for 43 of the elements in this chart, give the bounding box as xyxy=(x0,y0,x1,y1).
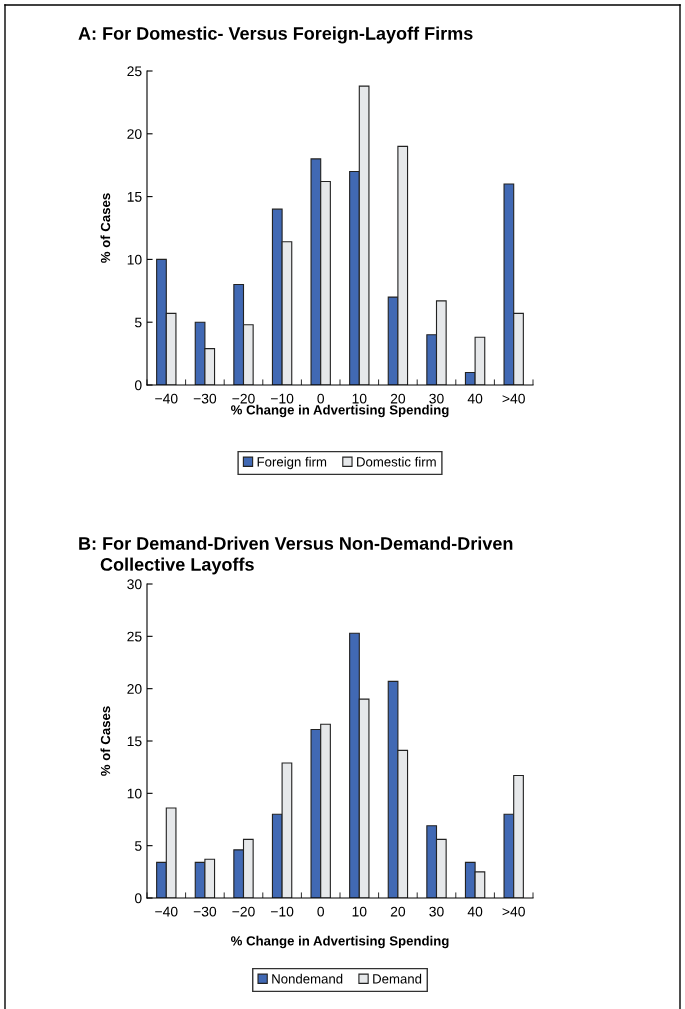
x-tick-label: 0 xyxy=(317,906,325,917)
x-tick-label: >40 xyxy=(502,393,525,404)
y-tick-label: 15 xyxy=(127,192,142,202)
y-tick-label: 20 xyxy=(127,684,142,694)
x-tick-label: 30 xyxy=(429,906,444,917)
y-tick-label: 15 xyxy=(127,736,142,747)
x-tick-label: 10 xyxy=(352,906,367,917)
x-tick-label: −30 xyxy=(193,393,217,404)
x-tick-label: 40 xyxy=(467,393,483,404)
y-tick-label: 5 xyxy=(134,317,142,328)
chart-title: A: For Domestic- Versus Foreign-Layoff Firms xyxy=(78,26,473,44)
legend-label: Foreign firm xyxy=(257,456,327,470)
x-tick-label: 20 xyxy=(390,393,406,404)
y-tick-label: 20 xyxy=(127,129,142,139)
x-tick-label: −10 xyxy=(271,393,294,404)
x-axis-title: % Change in Advertising Spending xyxy=(230,404,449,418)
y-tick-label: 5 xyxy=(134,841,142,851)
x-tick-label: −40 xyxy=(155,393,178,404)
legend-label: Domestic firm xyxy=(357,456,436,467)
x-axis-title: % Change in Advertising Spending xyxy=(230,935,449,949)
y-axis-title: % of Cases xyxy=(100,193,111,263)
x-tick-label: 0 xyxy=(317,393,325,404)
x-tick-label: −40 xyxy=(155,906,178,917)
y-tick-label: 25 xyxy=(127,631,142,642)
x-tick-label: −10 xyxy=(271,906,294,917)
y-tick-label: 25 xyxy=(127,66,142,77)
legend-label: Demand xyxy=(373,973,422,984)
x-tick-label: −20 xyxy=(232,393,255,404)
y-axis-title: % of Cases xyxy=(100,706,111,776)
y-tick-label: 10 xyxy=(127,254,142,265)
y-tick-label: 30 xyxy=(127,579,142,590)
x-tick-label: −30 xyxy=(193,906,217,917)
y-tick-label: 10 xyxy=(127,788,142,799)
x-tick-label: >40 xyxy=(502,906,525,917)
chart-title: B: For Demand-Driven Versus Non-Demand-Driven Collective Layoffs xyxy=(79,536,513,575)
legend-label: Nondemand xyxy=(272,973,343,984)
x-tick-label: 20 xyxy=(390,906,406,917)
x-tick-label: 10 xyxy=(352,393,367,404)
x-tick-label: 40 xyxy=(467,906,483,917)
x-tick-label: 30 xyxy=(429,393,444,404)
y-tick-label: 0 xyxy=(134,380,142,391)
y-tick-label: 0 xyxy=(134,893,142,904)
x-tick-label: −20 xyxy=(232,906,255,917)
